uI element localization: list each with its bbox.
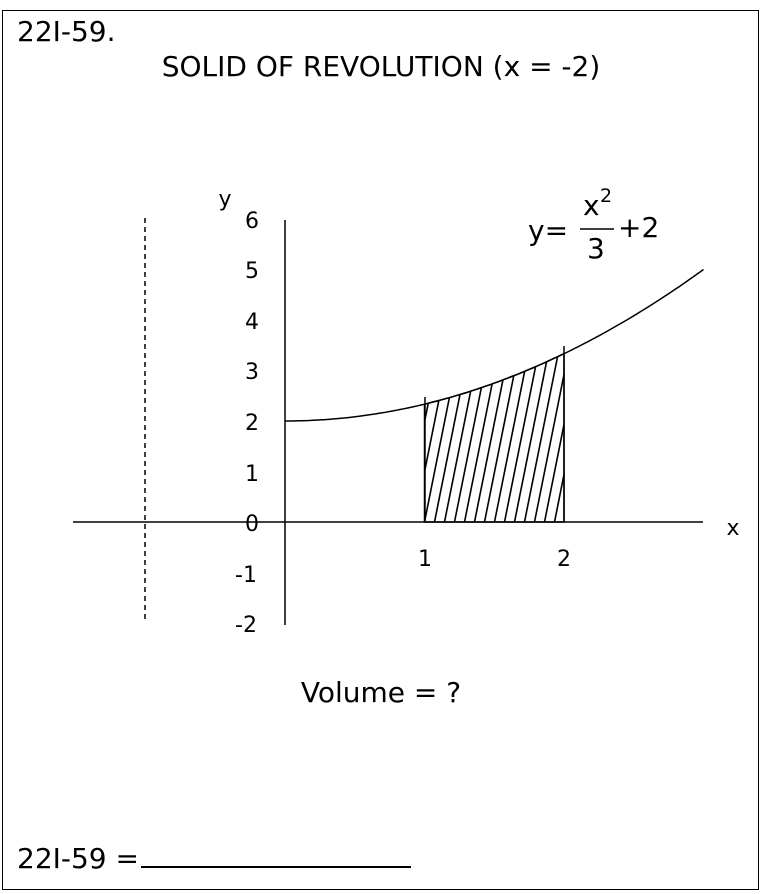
y-tick-label: 3 (245, 360, 259, 385)
hatch-line (424, 353, 436, 522)
hatch-line (365, 322, 405, 522)
x-tick-label: 2 (557, 547, 571, 572)
answer-line: 22I-59 = (17, 838, 411, 875)
problem-title: SOLID OF REVOLUTION (x = -2) (161, 50, 601, 83)
hatch-line (443, 353, 486, 522)
y-tick-label: 2 (245, 411, 259, 436)
x-axis-label: x (726, 516, 739, 541)
hatch-line (575, 322, 615, 522)
hatch-line (553, 353, 564, 522)
hatch-line (433, 353, 476, 522)
hatch-line (424, 353, 466, 522)
hatch-line (605, 322, 645, 522)
x-tick-label: 1 (418, 547, 432, 572)
answer-label: 22I-59 = (17, 842, 139, 875)
y-tick-label: 4 (245, 310, 259, 335)
hatch-line (533, 353, 564, 522)
equation-denominator: 3 (587, 232, 605, 265)
hatch-line (483, 353, 526, 522)
y-axis-label: y (218, 187, 231, 212)
equation-rhs: +2 (618, 211, 659, 244)
hatch-line (503, 353, 546, 522)
hatch-line (375, 322, 415, 522)
hatch-line (424, 353, 426, 522)
answer-blank[interactable] (140, 838, 411, 868)
y-tick-label: 6 (245, 209, 259, 234)
y-tick-label: -2 (235, 613, 257, 638)
hatch-line (625, 322, 665, 522)
y-tick-label: 0 (245, 512, 259, 537)
y-tick-label: 1 (245, 462, 259, 487)
equation-numerator: x (583, 189, 600, 222)
y-tick-label: 5 (245, 259, 259, 284)
problem-frame (2, 10, 759, 890)
hatch-line (424, 353, 456, 522)
equation-label: y= x 2 3 +2 (528, 185, 659, 265)
hatch-line (585, 322, 625, 522)
hatch-line (543, 353, 564, 522)
hatch-line (513, 353, 556, 522)
hatch-line (463, 353, 506, 522)
y-tick-label: -1 (235, 563, 257, 588)
hatch-line (635, 322, 675, 522)
hatch-line (615, 322, 655, 522)
hatch-line (473, 353, 516, 522)
equation-lhs: y= (528, 214, 568, 247)
problem-number: 22I-59. (17, 15, 116, 48)
hatch-line (595, 322, 635, 522)
hatch-line (493, 353, 536, 522)
hatch-line (453, 353, 496, 522)
hatch-line (563, 353, 564, 522)
curve (285, 268, 704, 422)
hatch-line (523, 353, 564, 522)
volume-question: Volume = ? (300, 676, 462, 709)
shaded-region (365, 322, 675, 523)
equation-exponent: 2 (600, 185, 612, 207)
